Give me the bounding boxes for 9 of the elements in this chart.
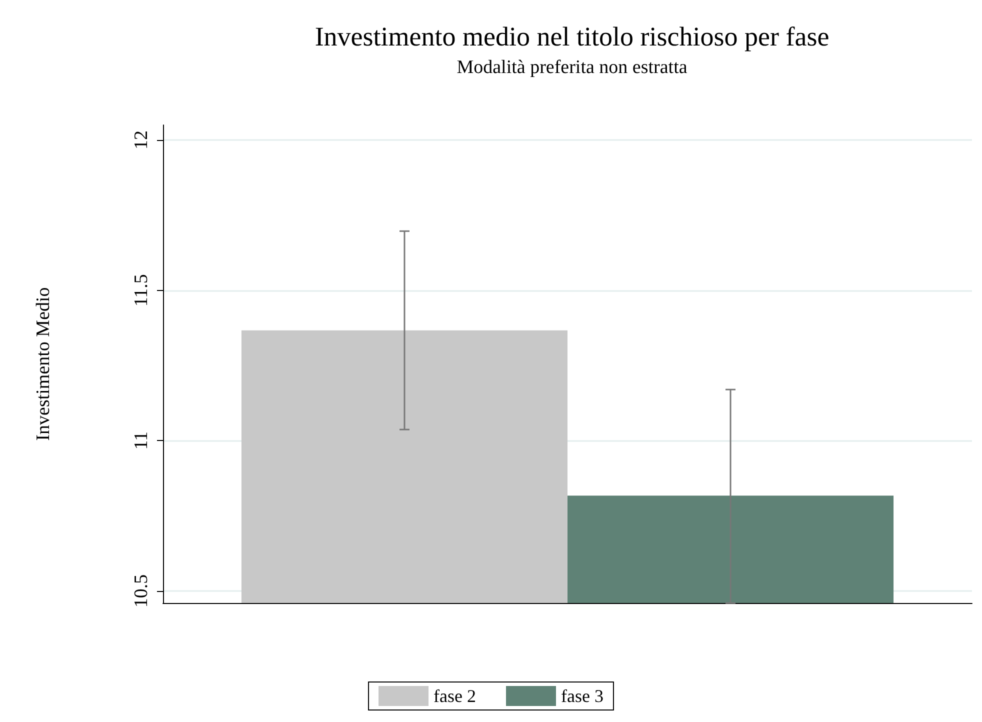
y-tick-label: 11.5 (131, 274, 152, 307)
legend-label: fase 3 (561, 686, 604, 706)
y-tick-label: 12 (131, 130, 152, 150)
y-tick-label: 11 (131, 432, 152, 450)
chart-title: Investimento medio nel titolo rischioso per fase (314, 22, 830, 52)
y-axis-title: Investimento Medio (33, 287, 54, 441)
y-tick-label: 10.5 (131, 574, 152, 608)
chart-subtitle: Modalità preferita non estratta (456, 57, 688, 78)
legend-label: fase 2 (434, 686, 476, 706)
